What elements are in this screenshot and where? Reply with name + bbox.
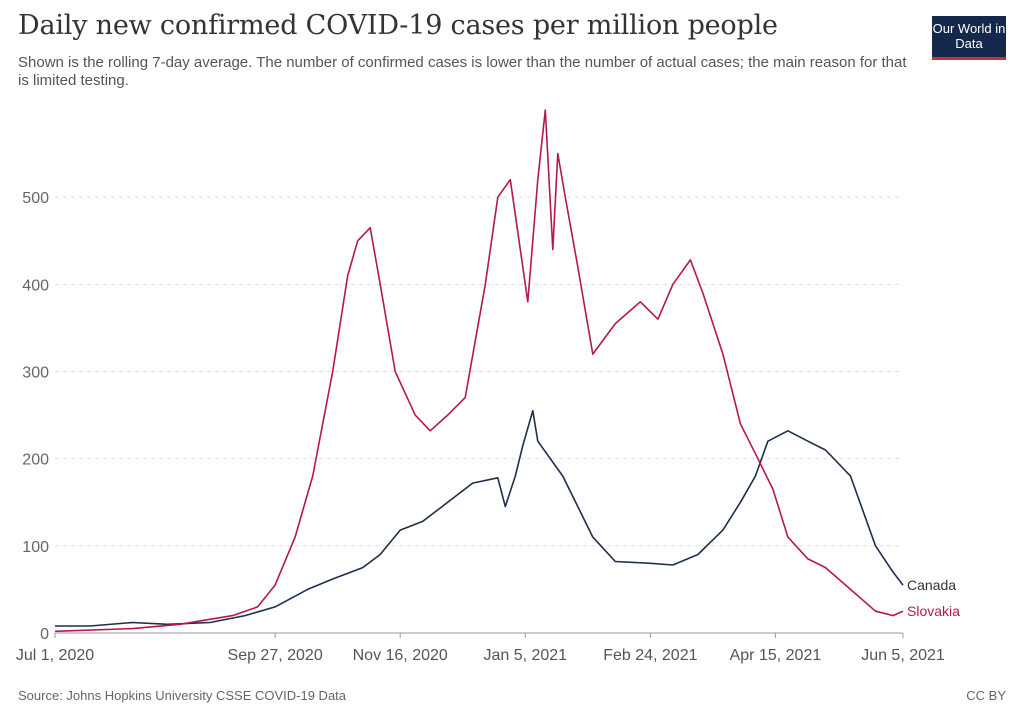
axis-layer: 0 100 200 300 400 500 Jul 1, 2020 Sep 27, 2020 N… [16, 190, 945, 664]
series-line-slovakia [54, 109, 904, 633]
series-label-canada: Canada [907, 577, 956, 593]
chart-title: Daily new confirmed COVID-19 cases per m… [18, 10, 778, 41]
source-note: Source: Johns Hopkins University CSSE CO… [18, 688, 347, 703]
x-tick-label: Jul 1, 2020 [16, 647, 94, 664]
y-tick-label: 300 [22, 365, 49, 382]
x-tick-label: Nov 16, 2020 [353, 647, 448, 664]
series-layer [54, 109, 904, 633]
label-layer: Canada Slovakia [907, 577, 960, 619]
x-tick-label: Jan 5, 2021 [483, 647, 567, 664]
chart-subtitle: Shown is the rolling 7-day average. The … [18, 54, 907, 89]
y-tick-label: 0 [40, 626, 49, 643]
x-tick-label: Jun 5, 2021 [861, 647, 945, 664]
y-tick-label: 500 [22, 190, 49, 207]
x-tick-label: Feb 24, 2021 [603, 647, 697, 664]
y-tick-label: 200 [22, 452, 49, 469]
x-tick-label: Apr 15, 2021 [730, 647, 822, 664]
license-link[interactable]: CC BY [966, 688, 1006, 703]
series-line-canada [55, 409, 904, 627]
series-label-slovakia: Slovakia [907, 603, 960, 619]
x-tick-label: Sep 27, 2020 [228, 647, 323, 664]
grid-layer [55, 196, 903, 547]
owid-logo[interactable]: Our World in Data [932, 16, 1006, 60]
y-tick-label: 400 [22, 277, 49, 294]
y-tick-label: 100 [22, 539, 49, 556]
